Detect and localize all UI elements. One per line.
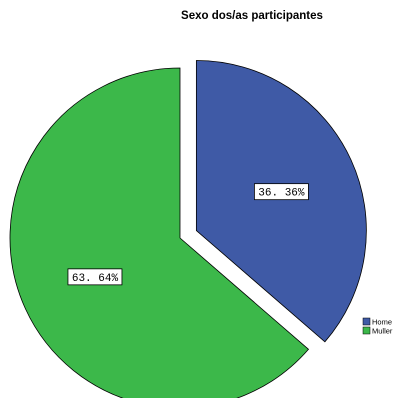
pie-slices xyxy=(9,60,367,398)
chart-title: Sexo dos/as participantes xyxy=(181,10,323,22)
pie-slice-muller xyxy=(9,67,310,398)
legend-label-muller: Muller xyxy=(372,327,393,336)
legend-swatch-muller xyxy=(362,326,371,335)
legend-label-home: Home xyxy=(372,318,392,327)
legend-swatch-home xyxy=(362,317,371,326)
data-label-box-home xyxy=(254,183,309,201)
data-label-box-muller xyxy=(67,268,123,286)
data-label-muller: 63. 64% xyxy=(72,273,119,285)
pie-data-labels: 36. 36% 63. 64% xyxy=(67,183,309,286)
data-label-home: 36. 36% xyxy=(258,188,305,200)
pie-slice-home xyxy=(195,60,367,343)
